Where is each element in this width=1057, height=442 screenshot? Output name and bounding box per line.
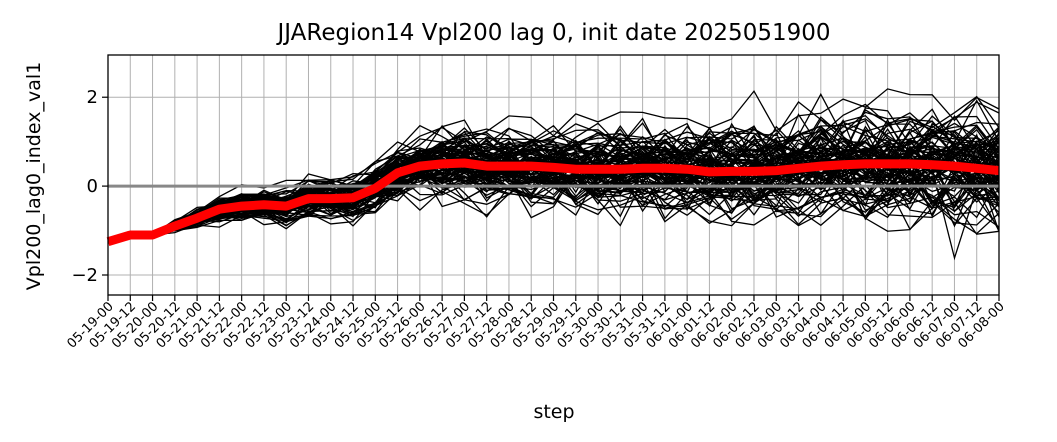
x-axis: 05-19-0005-19-1205-20-0005-20-1205-21-00… bbox=[64, 295, 1008, 352]
y-tick-label: 2 bbox=[87, 87, 98, 108]
chart-title: JJARegion14 Vpl200 lag 0, init date 2025… bbox=[276, 20, 831, 46]
y-tick-label: 0 bbox=[87, 176, 98, 197]
ensemble-member-line bbox=[107, 124, 1000, 243]
ensemble-member-line bbox=[107, 118, 1000, 243]
y-tick-label: −2 bbox=[71, 265, 98, 286]
ensemble-member-line bbox=[107, 166, 1000, 243]
y-axis-label: Vpl200_lag0_index_val1 bbox=[23, 62, 45, 290]
ensemble-member-line bbox=[107, 173, 1000, 243]
ensemble-member-line bbox=[107, 172, 1000, 243]
ensemble-member-line bbox=[107, 119, 1000, 243]
x-axis-label: step bbox=[533, 401, 574, 423]
y-axis: −2 0 2 bbox=[71, 87, 108, 286]
series-line bbox=[106, 158, 1000, 247]
